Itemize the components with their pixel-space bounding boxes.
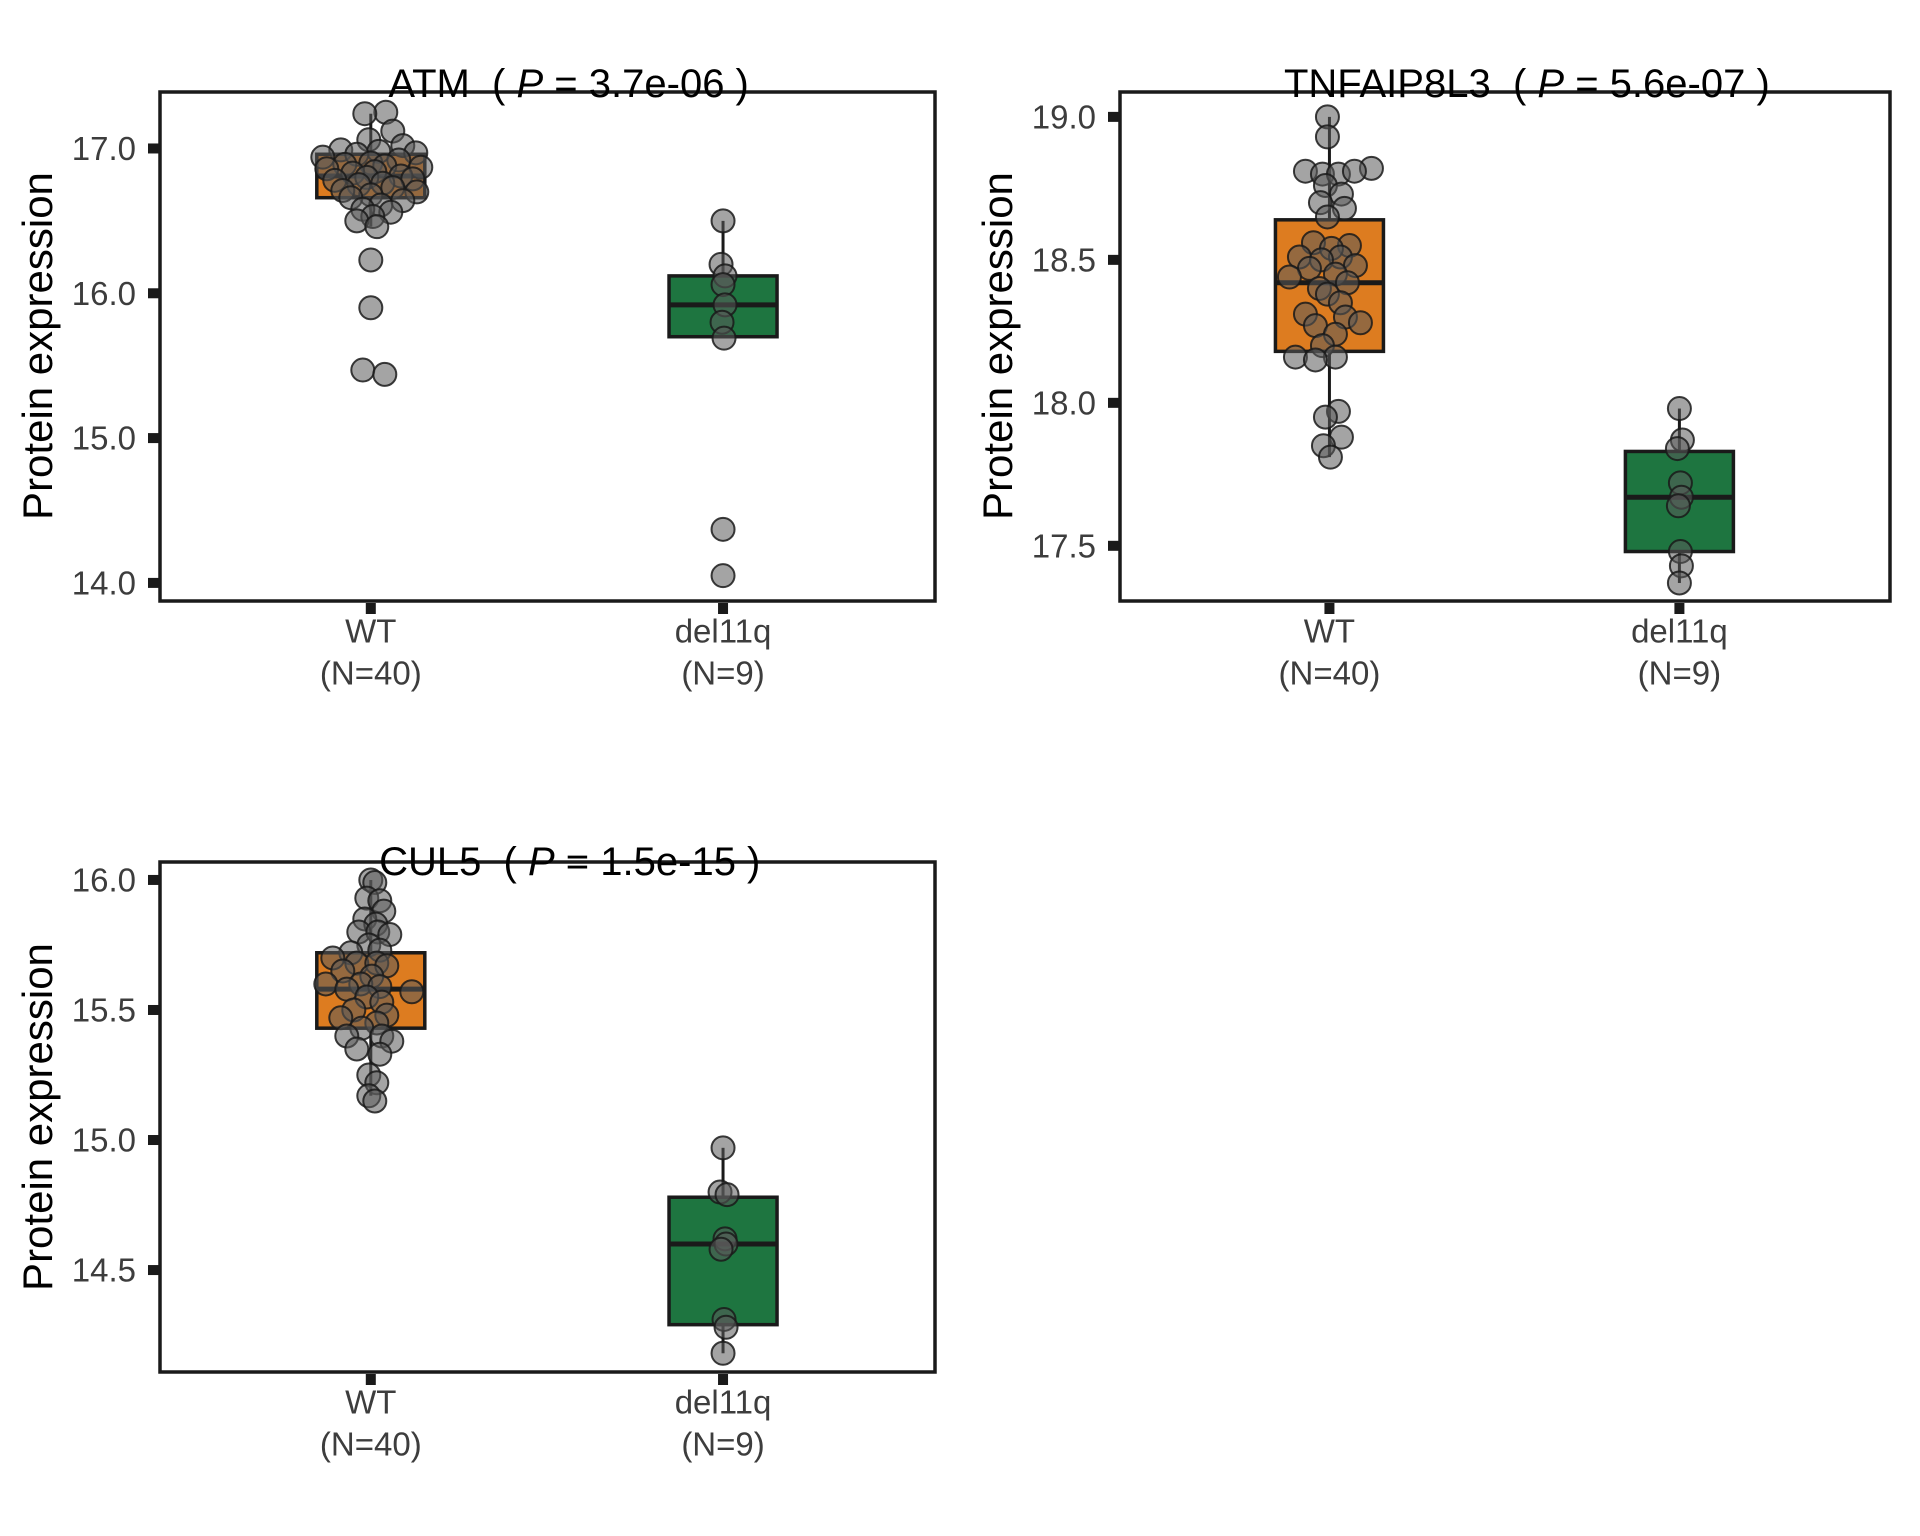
- y-tick-label: 18.5: [1032, 241, 1096, 278]
- jitter-point: [1666, 570, 1692, 596]
- x-group-n-label: (N=40): [320, 1426, 422, 1463]
- panel-title-atm: ATM ( P = 3.7e-06 ): [160, 18, 935, 150]
- x-group-label: del11q: [1631, 613, 1728, 650]
- jitter-point: [350, 357, 376, 383]
- jitter-point: [710, 1135, 736, 1161]
- y-tick-label: 17.5: [1032, 527, 1096, 564]
- jitter-point: [313, 971, 339, 997]
- jitter-point: [711, 325, 737, 351]
- jitter-point: [1665, 493, 1691, 519]
- y-tick-label: 15.5: [72, 991, 136, 1028]
- jitter-point: [367, 1041, 393, 1067]
- jitter-point: [710, 563, 736, 589]
- panel-title-tnfaip8l3: TNFAIP8L3 ( P = 5.6e-07 ): [1120, 18, 1890, 150]
- y-tick-mark: [148, 1135, 159, 1146]
- y-axis-title: Protein expression: [14, 943, 61, 1291]
- p-symbol: P: [516, 62, 544, 106]
- jitter-point: [1666, 396, 1692, 422]
- y-tick-mark: [148, 143, 159, 154]
- jitter-point: [1317, 444, 1343, 470]
- jitter-point: [708, 1236, 734, 1262]
- y-tick-label: 19.0: [1032, 98, 1096, 135]
- jitter-point: [714, 1182, 740, 1208]
- jitter-point: [372, 361, 398, 387]
- x-group-label: WT: [345, 1384, 396, 1421]
- x-group-label: del11q: [675, 613, 772, 650]
- jitter-point: [713, 1314, 739, 1340]
- panel-title-cul5: CUL5 ( P = 1.5e-15 ): [160, 796, 935, 928]
- panel-border: [158, 860, 937, 1374]
- jitter-point: [710, 516, 736, 542]
- y-tick-mark: [148, 1004, 159, 1015]
- title-separator: (: [481, 840, 528, 884]
- jitter-point: [399, 979, 425, 1005]
- x-group-label: WT: [345, 613, 396, 650]
- x-group-label: WT: [1304, 613, 1355, 650]
- x-group-n-label: (N=9): [681, 1426, 764, 1463]
- title-separator: (: [469, 62, 517, 106]
- y-tick-label: 15.0: [72, 420, 136, 457]
- y-tick-mark: [148, 288, 159, 299]
- jitter-point: [364, 214, 390, 240]
- y-tick-label: 15.0: [72, 1122, 136, 1159]
- y-tick-mark: [1108, 254, 1119, 265]
- p-value-text: = 5.6e-07 ): [1564, 62, 1770, 106]
- y-tick-mark: [148, 433, 159, 444]
- x-tick-mark: [1674, 603, 1685, 614]
- jitter-point: [358, 295, 384, 321]
- x-tick-mark: [718, 603, 729, 614]
- jitter-point: [710, 208, 736, 234]
- jitter-point: [1314, 124, 1340, 150]
- gene-name: CUL5: [379, 840, 482, 884]
- panel-border: [1118, 90, 1892, 603]
- y-tick-mark: [1108, 397, 1119, 408]
- jitter-point: [1276, 264, 1302, 290]
- y-axis-title: Protein expression: [14, 172, 61, 520]
- y-tick-mark: [1108, 111, 1119, 122]
- x-tick-mark: [365, 603, 376, 614]
- jitter-point: [358, 247, 384, 273]
- jitter-point: [1347, 310, 1373, 336]
- panel-border: [158, 90, 937, 603]
- y-tick-label: 16.0: [72, 861, 136, 898]
- jitter-point: [710, 1340, 736, 1366]
- gene-name: ATM: [388, 62, 470, 106]
- jitter-point: [352, 101, 378, 127]
- x-tick-mark: [718, 1374, 729, 1385]
- jitter-point: [1312, 404, 1338, 430]
- y-axis-title: Protein expression: [974, 172, 1021, 520]
- y-tick-label: 16.0: [72, 275, 136, 312]
- gene-name: TNFAIP8L3: [1283, 62, 1491, 106]
- jitter-point: [362, 1088, 388, 1114]
- y-tick-label: 14.0: [72, 564, 136, 601]
- p-value-text: = 3.7e-06 ): [543, 62, 749, 106]
- x-group-n-label: (N=9): [1638, 655, 1721, 692]
- y-tick-mark: [1108, 540, 1119, 551]
- x-group-n-label: (N=40): [1279, 655, 1381, 692]
- p-symbol: P: [1537, 62, 1565, 106]
- x-group-n-label: (N=40): [320, 655, 422, 692]
- x-group-label: del11q: [675, 1384, 772, 1421]
- x-group-n-label: (N=9): [681, 655, 764, 692]
- jitter-point: [1314, 204, 1340, 230]
- jitter-point: [1341, 158, 1367, 184]
- y-tick-label: 17.0: [72, 130, 136, 167]
- y-tick-mark: [148, 874, 159, 885]
- x-tick-mark: [1324, 603, 1335, 614]
- y-tick-mark: [148, 1265, 159, 1276]
- y-tick-label: 14.5: [72, 1252, 136, 1289]
- y-tick-label: 18.0: [1032, 384, 1096, 421]
- jitter-point: [1664, 436, 1690, 462]
- jitter-point: [344, 1036, 370, 1062]
- p-value-text: = 1.5e-15 ): [554, 840, 761, 884]
- y-tick-mark: [148, 577, 159, 588]
- p-symbol: P: [528, 840, 555, 884]
- x-tick-mark: [365, 1374, 376, 1385]
- title-separator: (: [1490, 62, 1538, 106]
- jitter-point: [1302, 347, 1328, 373]
